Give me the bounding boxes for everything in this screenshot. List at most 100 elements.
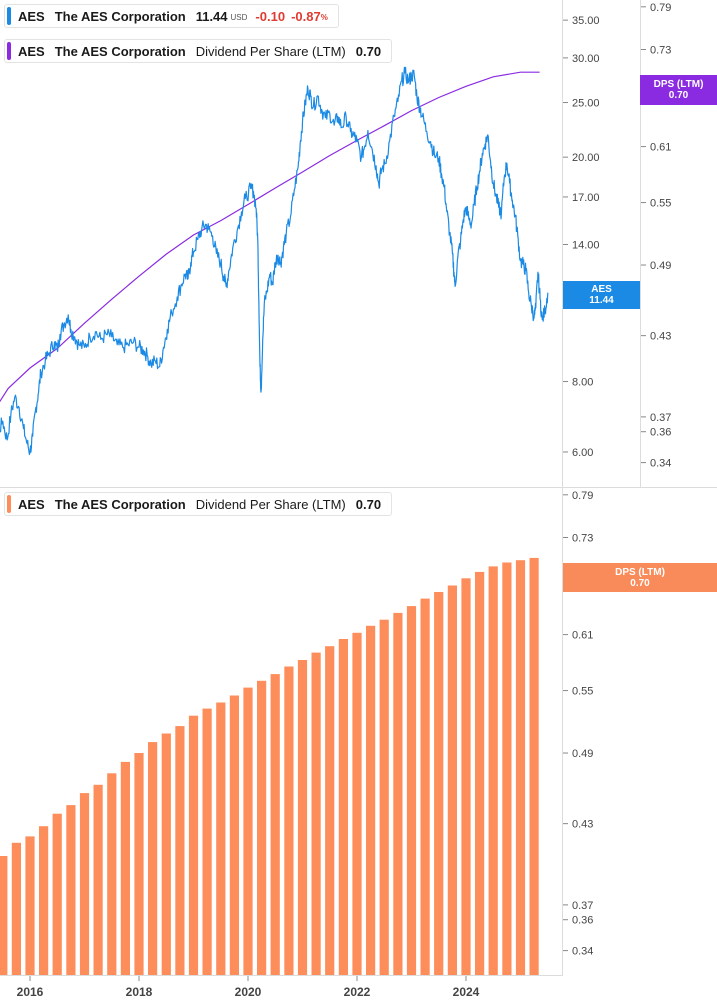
dps-tag-top-label: DPS (LTM) — [653, 79, 704, 90]
dps-bar — [475, 571, 485, 975]
price-axis-tick-label: 14.00 — [572, 239, 600, 251]
price-axis-tick-label: 17.00 — [572, 192, 600, 204]
dps-bar — [216, 702, 226, 975]
dps-axis-tag-bottom: DPS (LTM) 0.70 — [563, 563, 717, 592]
dps-bar — [393, 612, 403, 975]
dps-axis-tag-top: DPS (LTM) 0.70 — [640, 75, 717, 105]
dps-tag-bottom-value: 0.70 — [630, 577, 650, 589]
dps-bar — [39, 826, 49, 975]
dps-axis-top-tick-label: 0.55 — [650, 198, 671, 210]
price-legend-swatch — [7, 7, 11, 25]
dps-bar — [161, 733, 171, 975]
time-axis-tick-label: 2018 — [126, 985, 153, 999]
dps-axis-top-tick-label: 0.61 — [650, 142, 671, 154]
dps-bar — [134, 753, 144, 975]
dps-axis-top-tick-label: 0.37 — [650, 412, 671, 424]
dps-axis-top-tick-label: 0.34 — [650, 458, 671, 470]
dps-legend-bottom[interactable]: AES The AES Corporation Dividend Per Sha… — [4, 492, 393, 516]
price-axis-tick-label: 6.00 — [572, 447, 593, 459]
dps-bar — [502, 562, 512, 975]
dps-bar — [202, 708, 212, 975]
dps-bar — [107, 773, 117, 975]
dps-bar — [529, 557, 539, 975]
dps-axis-bottom-tick-label: 0.79 — [572, 490, 593, 502]
dps-bar — [434, 592, 444, 975]
time-axis-tick-label: 2016 — [17, 985, 44, 999]
price-axis-tick-label: 25.00 — [572, 98, 600, 110]
dps-legend-top-ticker: AES — [18, 43, 45, 59]
dps-bar — [79, 793, 90, 975]
dps-axis-bottom-tick-label: 0.34 — [572, 946, 593, 958]
dps-legend-bottom-metric: Dividend Per Share (LTM) — [195, 496, 346, 512]
price-legend-change: -0.10 — [255, 8, 286, 24]
dps-bar — [284, 666, 294, 975]
dps-axis-bottom-tick-label: 0.37 — [572, 900, 593, 912]
dps-bar — [406, 606, 417, 975]
dps-line — [0, 71, 540, 403]
price-line — [0, 66, 549, 456]
dps-tag-bottom-label: DPS (LTM) — [615, 566, 665, 578]
price-tag-value: 11.44 — [589, 295, 614, 306]
dps-bar — [270, 674, 280, 975]
dps-axis-bottom-tick-label: 0.43 — [572, 819, 593, 831]
dps-bar — [11, 842, 21, 975]
price-tag-label: AES — [591, 284, 612, 295]
dps-bar — [338, 639, 348, 975]
price-legend[interactable]: AES The AES Corporation 11.44 USD -0.10 … — [4, 4, 339, 28]
price-axis-tag: AES 11.44 — [563, 281, 640, 309]
dps-bar — [297, 660, 308, 975]
dps-bar — [175, 726, 185, 975]
dps-axis-bottom-tick-label: 0.73 — [572, 533, 593, 545]
dps-axis-bottom-tick-label: 0.36 — [572, 915, 593, 927]
price-axis-tick-label: 30.00 — [572, 53, 600, 65]
dps-bar — [366, 625, 376, 975]
dps-axis-top-tick-label: 0.79 — [650, 2, 671, 14]
dps-bar — [52, 813, 62, 975]
dps-bar — [120, 761, 130, 975]
dps-legend-top-value: 0.70 — [355, 43, 382, 59]
dps-bar — [311, 652, 321, 975]
dps-axis-bottom-tick-label: 0.49 — [572, 748, 593, 760]
dps-bar — [148, 742, 158, 975]
dps-legend-bottom-swatch — [7, 495, 11, 513]
dps-bar — [188, 715, 199, 975]
dps-bar — [447, 585, 457, 975]
dps-bar — [515, 560, 526, 975]
price-legend-name: The AES Corporation — [54, 8, 186, 24]
dps-bar — [488, 566, 498, 975]
dps-axis-top-tick-label: 0.43 — [650, 331, 671, 343]
dps-legend-bottom-name: The AES Corporation — [54, 496, 186, 512]
dps-legend-bottom-ticker: AES — [18, 496, 45, 512]
dps-axis-top-tick-label: 0.49 — [650, 260, 671, 272]
dps-bar — [379, 619, 389, 975]
dps-axis-top-tick-label: 0.36 — [650, 427, 671, 439]
time-axis-tick-label: 2024 — [453, 985, 480, 999]
dps-axis-bottom-tick-label: 0.61 — [572, 630, 593, 642]
dps-axis-bottom-tick-label: 0.55 — [572, 686, 593, 698]
dps-bar — [243, 687, 253, 975]
price-legend-pct-sign: % — [320, 13, 328, 22]
dps-legend-top-swatch — [7, 42, 11, 60]
time-axis-tick-label: 2020 — [235, 985, 262, 999]
dps-bar — [66, 805, 76, 975]
price-legend-price: 11.44 — [195, 8, 228, 24]
dps-tag-top-value: 0.70 — [668, 90, 689, 101]
dps-axis-top-tick-label: 0.73 — [650, 45, 671, 57]
dps-bar — [93, 784, 103, 975]
dps-legend-bottom-value: 0.70 — [355, 496, 382, 512]
dps-legend-top-metric: Dividend Per Share (LTM) — [195, 43, 346, 59]
dps-bar — [0, 856, 8, 975]
dps-bar — [229, 695, 239, 975]
dps-bar — [420, 598, 430, 975]
dps-bar — [461, 578, 471, 975]
price-axis-tick-label: 35.00 — [572, 15, 600, 27]
price-legend-ticker: AES — [18, 8, 45, 24]
dps-bar — [325, 646, 335, 975]
price-legend-currency: USD — [230, 13, 248, 22]
dps-legend-top[interactable]: AES The AES Corporation Dividend Per Sha… — [4, 39, 393, 63]
dps-bar — [352, 632, 362, 975]
price-axis-tick-label: 8.00 — [572, 377, 593, 389]
price-axis-tick-label: 20.00 — [572, 152, 600, 164]
price-legend-change-pct: -0.87 — [291, 8, 321, 24]
